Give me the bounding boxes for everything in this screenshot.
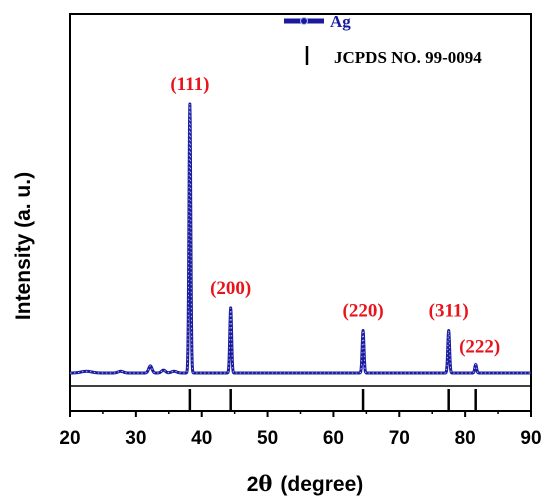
x-axis-title: 2θ (degree) (247, 471, 364, 496)
x-tick-label-1: 30 (125, 428, 146, 449)
reference-ticks (188, 389, 477, 411)
x-tick-label-2: 40 (191, 428, 212, 449)
series-line-ag-highlight (69, 103, 531, 374)
peak-label-2: (220) (343, 301, 384, 322)
peak-labels: (111) (200) (220) (311) (222) (170, 74, 500, 358)
x-tick-label-4: 60 (323, 428, 344, 449)
y-axis-title: Intensity (a. u.) (12, 172, 35, 320)
peak-label-4: (222) (459, 337, 500, 358)
x-tick-label-5: 70 (389, 428, 410, 449)
peak-label-3: (311) (429, 301, 469, 322)
x-tick-label-3: 50 (257, 428, 278, 449)
legend-ag-label: Ag (330, 12, 351, 31)
peak-label-0: (111) (170, 74, 209, 95)
series-line-ag (68, 102, 533, 375)
legend-ag-marker (300, 17, 308, 25)
x-tick-label-7: 90 (520, 428, 541, 449)
peak-label-1: (200) (210, 278, 251, 299)
x-tick-label-0: 20 (59, 428, 80, 449)
x-axis-ticks: 20 30 40 50 60 70 80 90 (59, 411, 542, 449)
legend-reference-label: JCPDS NO. 99-0094 (334, 48, 482, 67)
x-tick-label-6: 80 (455, 428, 476, 449)
legend: Ag JCPDS NO. 99-0094 (284, 12, 482, 67)
